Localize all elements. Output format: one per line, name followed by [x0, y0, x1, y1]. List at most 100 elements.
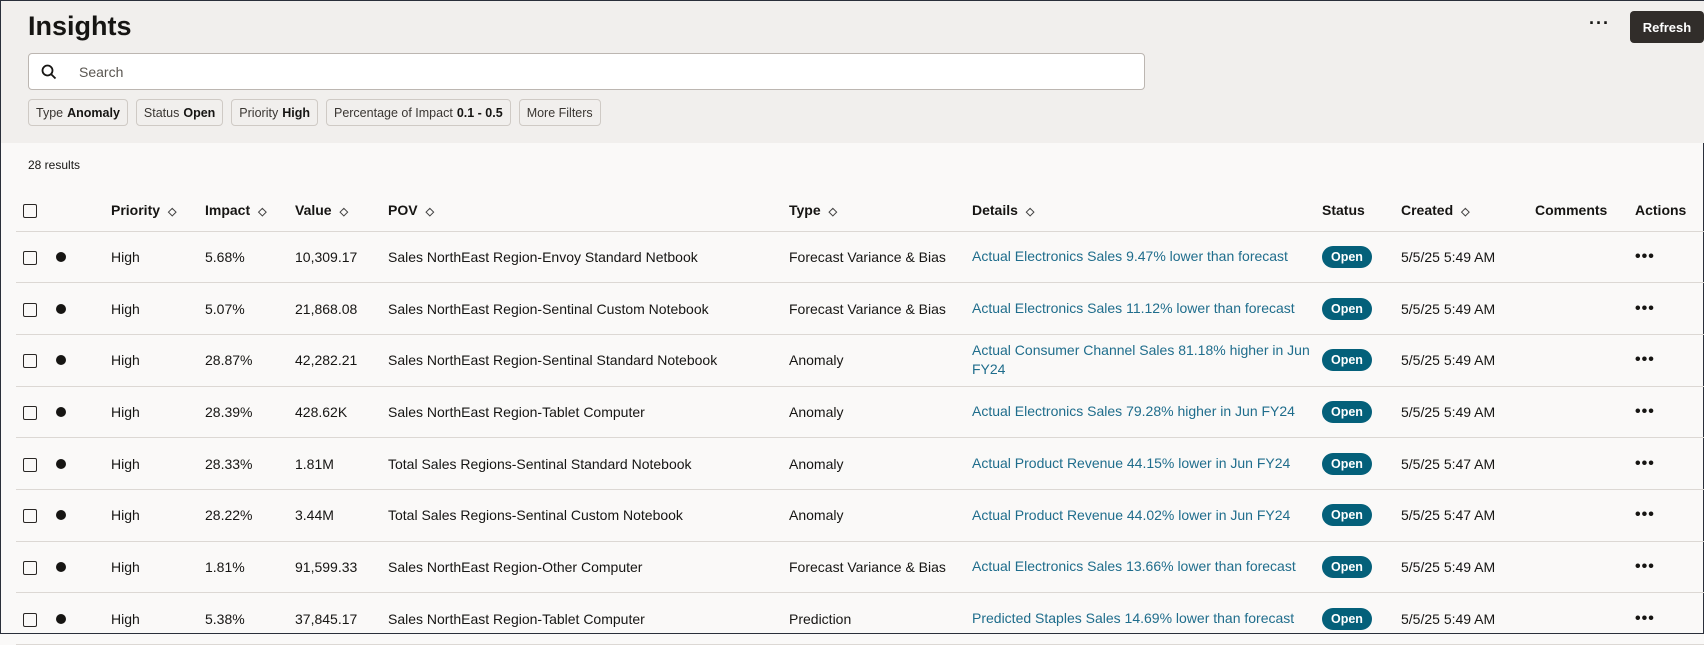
- more-horizontal-icon[interactable]: •••: [1635, 557, 1655, 575]
- sort-icon[interactable]: ◇: [258, 205, 267, 218]
- column-details[interactable]: Details ◇: [972, 189, 1322, 232]
- details-link[interactable]: Actual Consumer Channel Sales 81.18% hig…: [972, 342, 1310, 378]
- more-horizontal-icon[interactable]: •••: [1635, 402, 1655, 420]
- sort-icon[interactable]: ◇: [168, 205, 177, 218]
- sort-icon[interactable]: ◇: [1461, 205, 1470, 218]
- priority-cell: High: [111, 334, 205, 387]
- priority-cell: High: [111, 489, 205, 542]
- comments-cell: [1535, 541, 1635, 594]
- impact-cell: 28.39%: [205, 386, 295, 439]
- table-row[interactable]: High 5.38% 37,845.17 Sales NorthEast Reg…: [16, 592, 1704, 645]
- details-link[interactable]: Actual Electronics Sales 11.12% lower th…: [972, 300, 1295, 317]
- more-horizontal-icon[interactable]: •••: [1635, 351, 1655, 369]
- details-link[interactable]: Actual Electronics Sales 9.47% lower tha…: [972, 248, 1288, 265]
- row-select[interactable]: [16, 489, 52, 542]
- column-impact[interactable]: Impact ◇: [205, 189, 295, 232]
- table-row[interactable]: High 5.07% 21,868.08 Sales NorthEast Reg…: [16, 282, 1704, 335]
- impact-cell: 5.68%: [205, 231, 295, 284]
- select-all-header[interactable]: [16, 189, 52, 232]
- table-row[interactable]: High 5.68% 10,309.17 Sales NorthEast Reg…: [16, 231, 1704, 284]
- table-row[interactable]: High 28.39% 428.62K Sales NorthEast Regi…: [16, 386, 1704, 439]
- column-label: Value: [295, 201, 332, 218]
- impact-cell: 5.38%: [205, 592, 295, 645]
- refresh-button[interactable]: Refresh: [1630, 11, 1704, 43]
- row-checkbox[interactable]: [23, 406, 37, 421]
- details-link[interactable]: Predicted Staples Sales 14.69% lower tha…: [972, 610, 1295, 627]
- pov-cell: Sales NorthEast Region-Other Computer: [388, 541, 789, 594]
- priority-indicator: [52, 231, 111, 284]
- type-cell: Forecast Variance & Bias: [789, 541, 972, 594]
- created-cell: 5/5/25 5:49 AM: [1401, 592, 1535, 645]
- filter-chip[interactable]: Percentage of Impact 0.1 - 0.5: [325, 99, 511, 126]
- status-badge: Open: [1322, 349, 1372, 372]
- more-horizontal-icon[interactable]: •••: [1635, 247, 1655, 265]
- table-row[interactable]: High 1.81% 91,599.33 Sales NorthEast Reg…: [16, 541, 1704, 594]
- priority-dot-icon: [56, 561, 66, 572]
- status-badge: Open: [1322, 400, 1372, 423]
- search-box[interactable]: [28, 53, 1145, 90]
- filter-chip[interactable]: Status Open: [135, 99, 224, 126]
- value-cell: 10,309.17: [295, 231, 388, 284]
- row-select[interactable]: [16, 437, 52, 490]
- filter-chip[interactable]: Type Anomaly: [28, 99, 128, 126]
- status-cell: Open: [1322, 489, 1401, 542]
- actions-cell: •••: [1635, 592, 1704, 645]
- column-created[interactable]: Created ◇: [1401, 189, 1535, 232]
- filter-value: Open: [183, 105, 216, 120]
- priority-dot-icon: [56, 355, 66, 366]
- filter-chip[interactable]: More Filters: [518, 99, 601, 126]
- priority-indicator: [52, 386, 111, 439]
- column-label: Impact: [205, 201, 251, 218]
- priority-dot-icon: [56, 251, 66, 262]
- row-checkbox[interactable]: [23, 509, 37, 524]
- sort-icon[interactable]: ◇: [828, 205, 838, 218]
- row-checkbox[interactable]: [23, 612, 37, 627]
- sort-icon[interactable]: ◇: [339, 205, 349, 218]
- details-link[interactable]: Actual Electronics Sales 79.28% higher i…: [972, 403, 1295, 420]
- priority-indicator: [52, 489, 111, 542]
- filter-chip[interactable]: Priority High: [231, 99, 318, 126]
- row-checkbox[interactable]: [23, 354, 37, 369]
- row-select[interactable]: [16, 231, 52, 284]
- column-pov[interactable]: POV ◇: [388, 189, 789, 232]
- status-badge: Open: [1322, 297, 1372, 320]
- status-badge: Open: [1322, 452, 1372, 475]
- priority-cell: High: [111, 386, 205, 439]
- row-checkbox[interactable]: [23, 457, 37, 472]
- more-horizontal-icon[interactable]: •••: [1635, 299, 1655, 317]
- details-cell: Predicted Staples Sales 14.69% lower tha…: [972, 592, 1322, 645]
- priority-indicator: [52, 437, 111, 490]
- details-link[interactable]: Actual Product Revenue 44.02% lower in J…: [972, 506, 1291, 523]
- more-horizontal-icon[interactable]: •••: [1635, 506, 1655, 524]
- row-select[interactable]: [16, 541, 52, 594]
- impact-cell: 28.87%: [205, 334, 295, 387]
- more-horizontal-icon[interactable]: •••: [1635, 454, 1655, 472]
- status-badge: Open: [1322, 607, 1372, 630]
- column-value[interactable]: Value ◇: [295, 189, 388, 232]
- table-row[interactable]: High 28.87% 42,282.21 Sales NorthEast Re…: [16, 334, 1704, 387]
- row-select[interactable]: [16, 334, 52, 387]
- table-row[interactable]: High 28.22% 3.44M Total Sales Regions-Se…: [16, 489, 1704, 542]
- column-priority[interactable]: Priority ◇: [111, 189, 205, 232]
- priority-indicator: [52, 334, 111, 387]
- sort-icon[interactable]: ◇: [1025, 205, 1035, 218]
- row-checkbox[interactable]: [23, 250, 37, 265]
- priority-dot-icon: [56, 613, 66, 624]
- search-input[interactable]: [79, 63, 979, 80]
- comments-cell: [1535, 231, 1635, 284]
- more-horizontal-icon[interactable]: •••: [1635, 609, 1655, 627]
- more-options-icon[interactable]: ···: [1589, 13, 1610, 33]
- details-link[interactable]: Actual Product Revenue 44.15% lower in J…: [972, 455, 1291, 472]
- row-select[interactable]: [16, 386, 52, 439]
- priority-dot-icon: [56, 510, 66, 521]
- table-row[interactable]: High 28.33% 1.81M Total Sales Regions-Se…: [16, 437, 1704, 490]
- row-checkbox[interactable]: [23, 561, 37, 576]
- row-select[interactable]: [16, 592, 52, 645]
- column-label: Type: [789, 201, 821, 218]
- details-link[interactable]: Actual Electronics Sales 13.66% lower th…: [972, 558, 1296, 575]
- row-checkbox[interactable]: [23, 302, 37, 317]
- select-all-checkbox[interactable]: [23, 203, 37, 218]
- sort-icon[interactable]: ◇: [425, 205, 435, 218]
- row-select[interactable]: [16, 282, 52, 335]
- column-type[interactable]: Type ◇: [789, 189, 972, 232]
